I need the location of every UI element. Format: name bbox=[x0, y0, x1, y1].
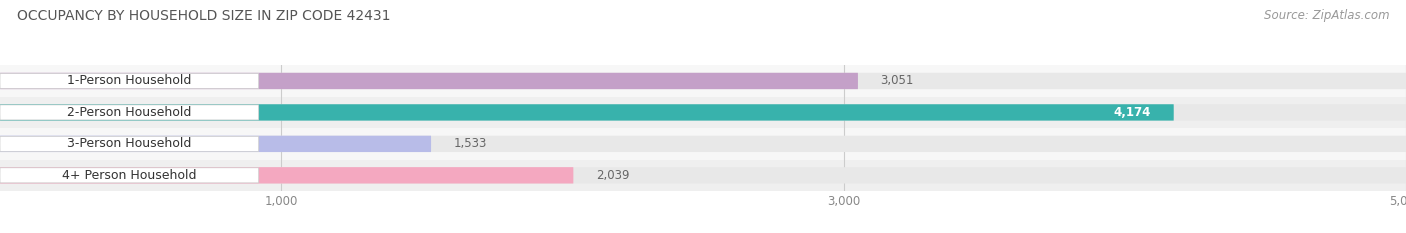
Text: 2-Person Household: 2-Person Household bbox=[67, 106, 191, 119]
FancyBboxPatch shape bbox=[0, 167, 574, 184]
FancyBboxPatch shape bbox=[0, 136, 1406, 152]
Text: 1-Person Household: 1-Person Household bbox=[67, 75, 191, 87]
FancyBboxPatch shape bbox=[0, 104, 1174, 121]
Text: OCCUPANCY BY HOUSEHOLD SIZE IN ZIP CODE 42431: OCCUPANCY BY HOUSEHOLD SIZE IN ZIP CODE … bbox=[17, 9, 391, 23]
Text: 4+ Person Household: 4+ Person Household bbox=[62, 169, 197, 182]
FancyBboxPatch shape bbox=[0, 73, 259, 89]
FancyBboxPatch shape bbox=[0, 167, 1406, 184]
Text: 1,533: 1,533 bbox=[454, 137, 486, 150]
FancyBboxPatch shape bbox=[0, 136, 259, 151]
Text: Source: ZipAtlas.com: Source: ZipAtlas.com bbox=[1264, 9, 1389, 22]
FancyBboxPatch shape bbox=[0, 128, 1406, 160]
FancyBboxPatch shape bbox=[0, 104, 1406, 121]
Text: 2,039: 2,039 bbox=[596, 169, 630, 182]
Text: 3,051: 3,051 bbox=[880, 75, 914, 87]
FancyBboxPatch shape bbox=[0, 136, 432, 152]
FancyBboxPatch shape bbox=[0, 65, 1406, 97]
FancyBboxPatch shape bbox=[0, 168, 259, 183]
FancyBboxPatch shape bbox=[0, 73, 1406, 89]
FancyBboxPatch shape bbox=[0, 97, 1406, 128]
Text: 4,174: 4,174 bbox=[1114, 106, 1152, 119]
FancyBboxPatch shape bbox=[0, 160, 1406, 191]
FancyBboxPatch shape bbox=[0, 73, 858, 89]
Text: 3-Person Household: 3-Person Household bbox=[67, 137, 191, 150]
FancyBboxPatch shape bbox=[0, 105, 259, 120]
